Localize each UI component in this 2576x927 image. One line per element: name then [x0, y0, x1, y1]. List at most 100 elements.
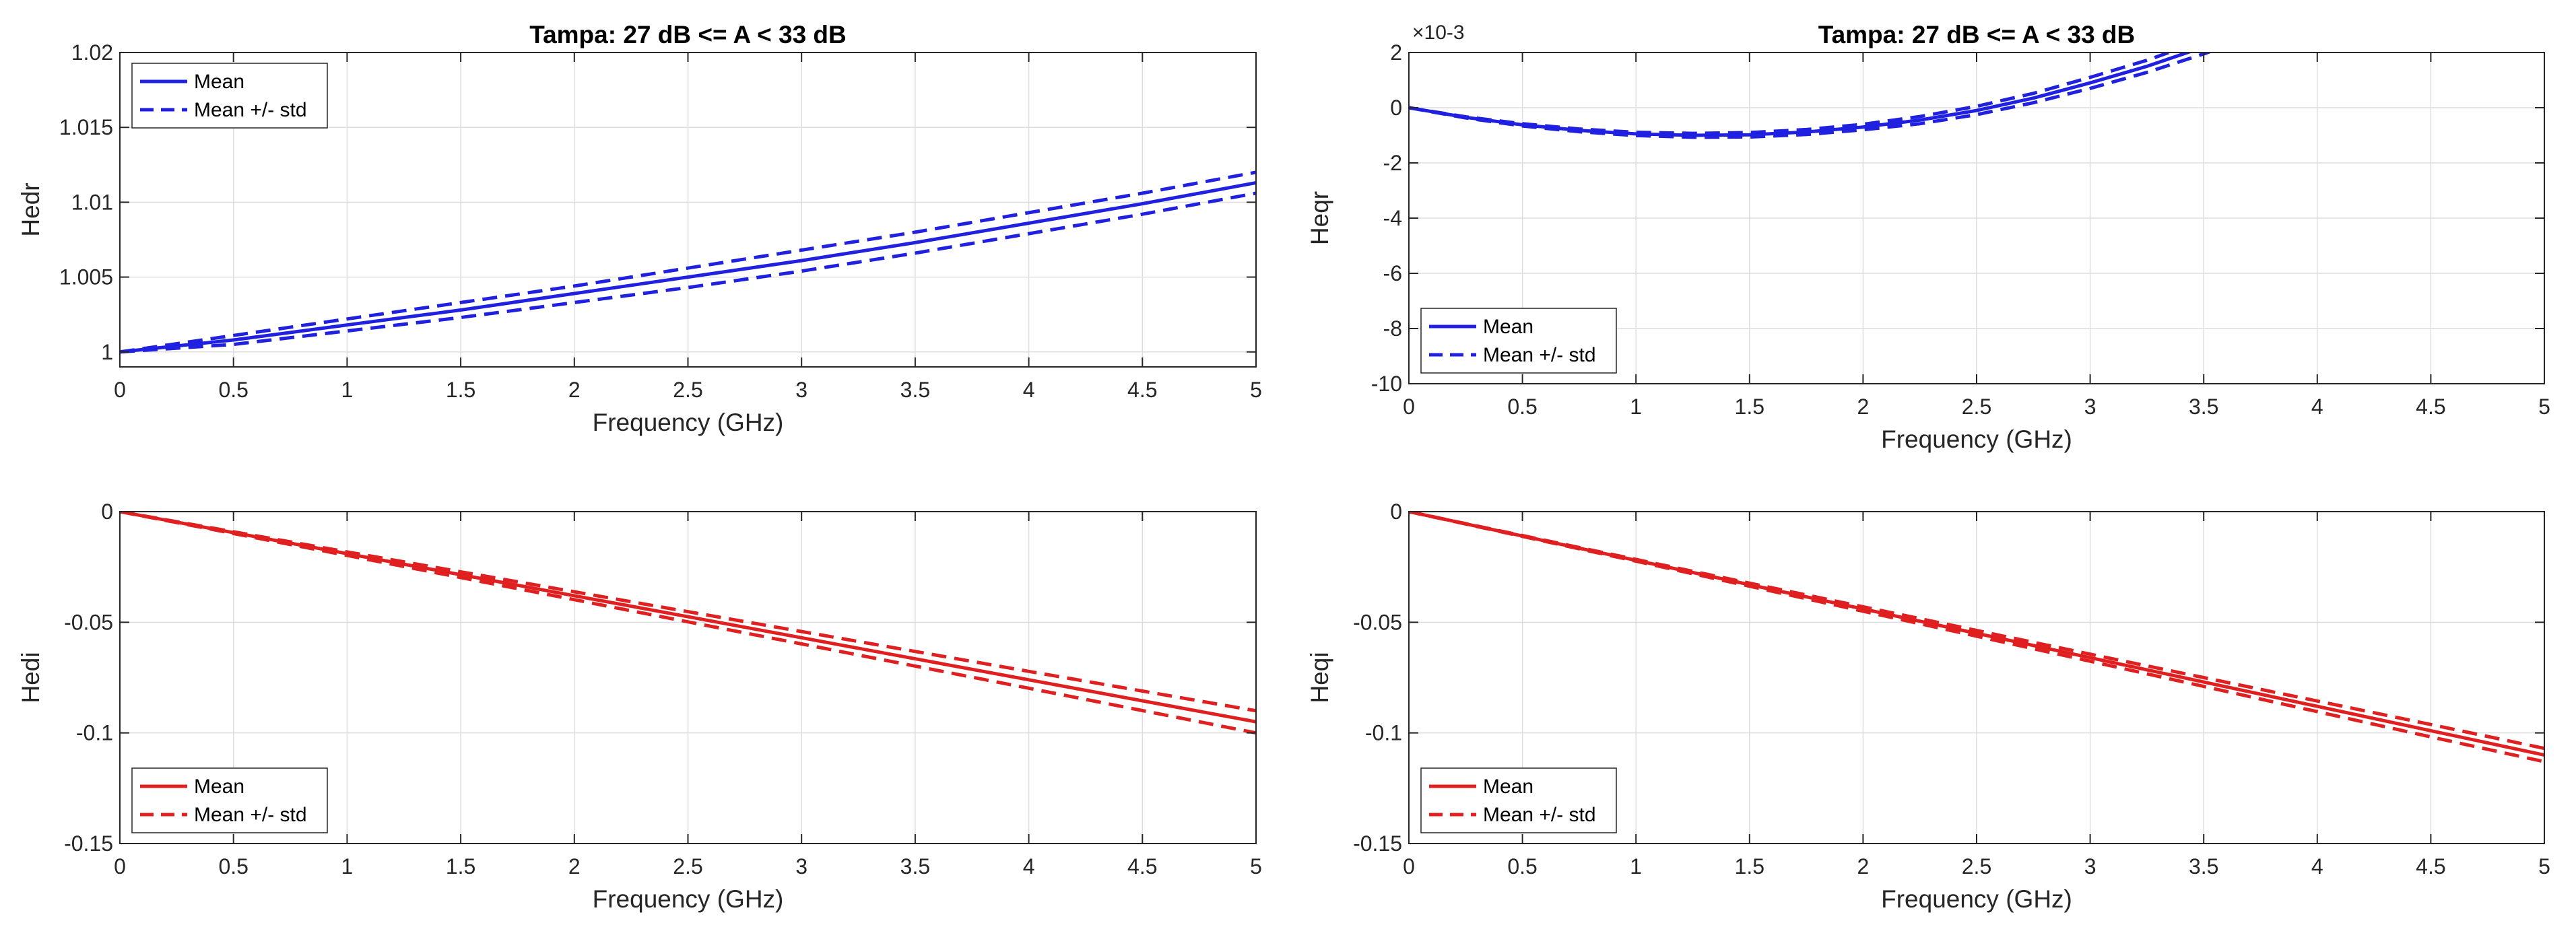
chart1-legend-label-1: Mean: [194, 71, 244, 93]
chart4-xtick-label: 0.5: [1507, 854, 1537, 879]
chart2-xtick-label: 1.5: [1735, 394, 1764, 419]
chart2-xtick-label: 1: [1630, 394, 1642, 419]
chart1-xtick-label: 4: [1023, 378, 1035, 402]
chart3-xtick-label: 4: [1023, 854, 1035, 879]
chart1-ylabel: Hedr: [17, 182, 44, 236]
chart1-xtick-label: 4.5: [1127, 378, 1157, 402]
chart1-xtick-label: 2.5: [673, 378, 702, 402]
chart1-xlabel: Frequency (GHz): [593, 409, 784, 436]
chart3-xtick-label: 0.5: [218, 854, 248, 879]
chart2-xtick-label: 3.5: [2189, 394, 2218, 419]
chart3-xtick-label: 3.5: [900, 854, 930, 879]
chart4-series-3-dashed-line: [1409, 512, 2544, 763]
chart2-y-exponent: ×10-3: [1412, 22, 1465, 44]
chart2-ytick-label: -8: [1383, 316, 1402, 341]
chart1-title: Tampa: 27 dB <= A < 33 dB: [529, 21, 847, 48]
chart3-ytick-label: -0.15: [64, 831, 113, 856]
chart3-legend: Mean Mean +/- std: [131, 767, 328, 833]
chart1-xtick-label: 1.5: [446, 378, 475, 402]
chart2-series-1-line: [1409, 53, 2193, 137]
chart3-series-group: [120, 512, 1256, 735]
chart2-xtick-label: 0: [1403, 394, 1415, 419]
chart4-xtick-label: 5: [2538, 854, 2550, 879]
chart2-xtick-label: 2.5: [1962, 394, 1991, 419]
chart1-xtick-label: 0: [114, 378, 126, 402]
chart4-xtick-label: 4.5: [2416, 854, 2445, 879]
chart2-legend: Mean Mean +/- std: [1420, 308, 1617, 374]
chart1-legend-label-2: Mean +/- std: [194, 99, 307, 121]
chart4-xtick-label: 1: [1630, 854, 1642, 879]
chart3-legend-label-2: Mean +/- std: [194, 804, 307, 826]
chart1-series-1-line: [120, 181, 1256, 354]
chart2-xtick-label: 0.5: [1507, 394, 1537, 419]
chart4-xtick-label: 4: [2311, 854, 2323, 879]
chart3-xtick-label: 0: [114, 854, 126, 879]
chart1-xtick-label: 1: [341, 378, 354, 402]
chart1-xtick-label: 5: [1250, 378, 1262, 402]
chart2-title: Tampa: 27 dB <= A < 33 dB: [1818, 21, 2136, 48]
chart3-xlabel: Frequency (GHz): [593, 885, 784, 913]
chart2-series-3-dashed-line: [1409, 53, 2213, 139]
chart1-ytick-label: 1.02: [71, 40, 113, 65]
chart1-series-2-dashed-line: [120, 170, 1256, 354]
chart1-xtick-label: 3.5: [900, 378, 930, 402]
chart2-xtick-label: 3: [2084, 394, 2096, 419]
chart2-legend-label-2: Mean +/- std: [1483, 344, 1596, 366]
chart2-ytick-label: -10: [1371, 372, 1402, 396]
chart4-legend-box: [1420, 767, 1617, 833]
chart3-ylabel: Hedi: [17, 652, 44, 703]
chart4-legend-label-1: Mean: [1483, 776, 1533, 798]
chart4-xtick-label: 2.5: [1962, 854, 1991, 879]
chart1-ytick-label: 1.005: [59, 265, 113, 289]
chart1-series-group: [120, 170, 1256, 354]
chart3-legend-box: [131, 767, 328, 833]
chart3: 0 0.5 1 1.5 2 2.5 3 3.5 4 4.5 5 -0.15 -0.1 -0.05 0 Freq…: [17, 500, 1262, 913]
chart4-xtick-label: 0: [1403, 854, 1415, 879]
chart4: 0 0.5 1 1.5 2 2.5 3 3.5 4 4.5 5 -0.15 -0.1 -0.05 0 Freq…: [1306, 500, 2550, 913]
chart2-ytick-label: 2: [1390, 40, 1402, 65]
chart4-ytick-label: -0.05: [1353, 610, 1402, 634]
chart3-xtick-label: 1.5: [446, 854, 475, 879]
chart2-ytick-label: -2: [1383, 151, 1402, 175]
chart1-legend-box: [131, 63, 328, 129]
chart2-xlabel: Frequency (GHz): [1881, 425, 2072, 453]
chart3-xtick-label: 3: [795, 854, 807, 879]
chart2-xtick-label: 5: [2538, 394, 2550, 419]
chart2-series-2-dashed-line: [1409, 53, 2174, 135]
chart3-series-2-dashed-line: [120, 512, 1256, 713]
chart3-series-3-dashed-line: [120, 512, 1256, 735]
chart4-legend-label-2: Mean +/- std: [1483, 804, 1596, 826]
chart3-xtick-label: 1: [341, 854, 354, 879]
chart1-ytick-label: 1.015: [59, 115, 113, 139]
chart1-xtick-label: 3: [795, 378, 807, 402]
chart4-ytick-label: -0.1: [1365, 721, 1402, 745]
chart4-legend: Mean Mean +/- std: [1420, 767, 1617, 833]
chart1-xtick-label: 2: [568, 378, 581, 402]
chart4-xtick-label: 3.5: [2189, 854, 2218, 879]
chart1-series-3-dashed-line: [120, 191, 1256, 354]
chart2-ytick-label: 0: [1390, 96, 1402, 120]
chart1-ytick-label: 1.01: [71, 190, 113, 214]
chart4-xtick-label: 1.5: [1735, 854, 1764, 879]
chart2-xtick-label: 4.5: [2416, 394, 2445, 419]
chart2-ytick-label: -4: [1383, 206, 1402, 230]
chart1-xtick-label: 0.5: [218, 378, 248, 402]
chart4-xlabel: Frequency (GHz): [1881, 885, 2072, 913]
chart3-legend-label-1: Mean: [194, 776, 244, 798]
chart1-ytick-label: 1: [101, 340, 113, 364]
chart3-ytick-label: -0.05: [64, 610, 113, 634]
chart3-xtick-label: 2: [568, 854, 581, 879]
chart4-ytick-label: 0: [1390, 500, 1402, 524]
chart4-ylabel: Heqi: [1306, 652, 1333, 703]
chart3-ytick-label: -0.1: [76, 721, 113, 745]
chart3-xtick-label: 5: [1250, 854, 1262, 879]
chart4-xtick-label: 2: [1857, 854, 1870, 879]
chart1: 0 0.5 1 1.5 2 2.5 3 3.5 4 4.5 5 1 1.005 1.01 1.015 1.02…: [17, 21, 1262, 436]
chart2-legend-box: [1420, 308, 1617, 374]
chart2-series-group: [1409, 53, 2213, 139]
chart3-xtick-label: 2.5: [673, 854, 702, 879]
chart4-series-group: [1409, 512, 2544, 763]
chart2-xtick-label: 2: [1857, 394, 1870, 419]
chart3-ytick-label: 0: [101, 500, 113, 524]
